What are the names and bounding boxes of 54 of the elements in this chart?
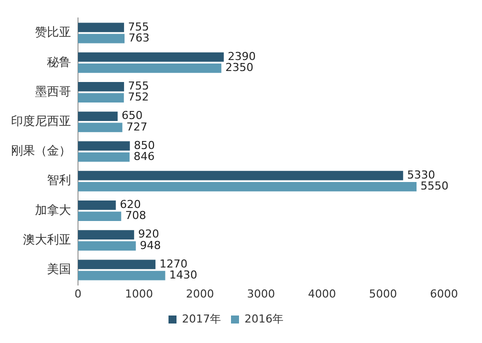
data-label: 708 <box>125 209 146 222</box>
bar <box>78 170 404 180</box>
data-label: 755 <box>128 20 150 34</box>
y-tick-label: 墨西哥 <box>35 84 71 98</box>
data-label: 620 <box>120 198 141 212</box>
x-tick-label: 4000 <box>308 287 336 300</box>
y-tick-label: 印度尼西亚 <box>11 114 71 128</box>
data-label: 5330 <box>407 168 436 182</box>
bar <box>78 63 222 73</box>
data-label: 846 <box>134 150 155 163</box>
data-label: 763 <box>128 31 150 44</box>
bar <box>78 141 130 151</box>
data-label: 850 <box>134 138 155 152</box>
data-label: 727 <box>126 120 148 134</box>
data-label: 1270 <box>159 257 188 270</box>
bar <box>78 82 124 92</box>
x-tick-label: 5000 <box>369 287 397 300</box>
x-tick-label: 6000 <box>430 287 458 300</box>
bar <box>78 241 136 251</box>
data-label: 2390 <box>228 50 256 63</box>
x-tick-label: 3000 <box>247 287 275 300</box>
data-label: 752 <box>128 90 149 104</box>
data-label: 755 <box>128 80 150 93</box>
bar <box>78 112 118 122</box>
legend-label: 2016年 <box>244 312 284 326</box>
bar <box>78 270 166 280</box>
bar <box>78 260 156 270</box>
y-tick-label: 刚果（金） <box>11 144 71 158</box>
bar <box>78 22 124 32</box>
x-tick-label: 2000 <box>186 287 214 300</box>
data-label: 2350 <box>225 61 254 74</box>
bar <box>78 182 417 192</box>
bar <box>78 152 130 162</box>
bar <box>78 122 122 132</box>
bar <box>78 212 122 222</box>
legend-label: 2017年 <box>182 312 222 326</box>
x-tick-label: 1000 <box>125 287 153 300</box>
data-label: 920 <box>138 228 160 241</box>
bar <box>78 200 116 210</box>
bar <box>78 230 134 240</box>
bar <box>78 93 124 103</box>
y-tick-label: 智利 <box>47 173 71 188</box>
bar <box>78 52 224 62</box>
data-label: 948 <box>140 238 161 252</box>
bar <box>78 34 125 44</box>
data-label: 1430 <box>169 268 198 282</box>
y-tick-label: 美国 <box>47 262 71 276</box>
y-tick-label: 秘鲁 <box>47 54 71 69</box>
data-label: 5550 <box>420 180 449 193</box>
x-tick-label: 0 <box>74 287 82 300</box>
y-tick-label: 加拿大 <box>35 202 71 217</box>
data-label: 650 <box>122 109 143 122</box>
y-tick-label: 澳大利亚 <box>23 232 71 246</box>
y-tick-label: 赞比亚 <box>35 25 71 40</box>
